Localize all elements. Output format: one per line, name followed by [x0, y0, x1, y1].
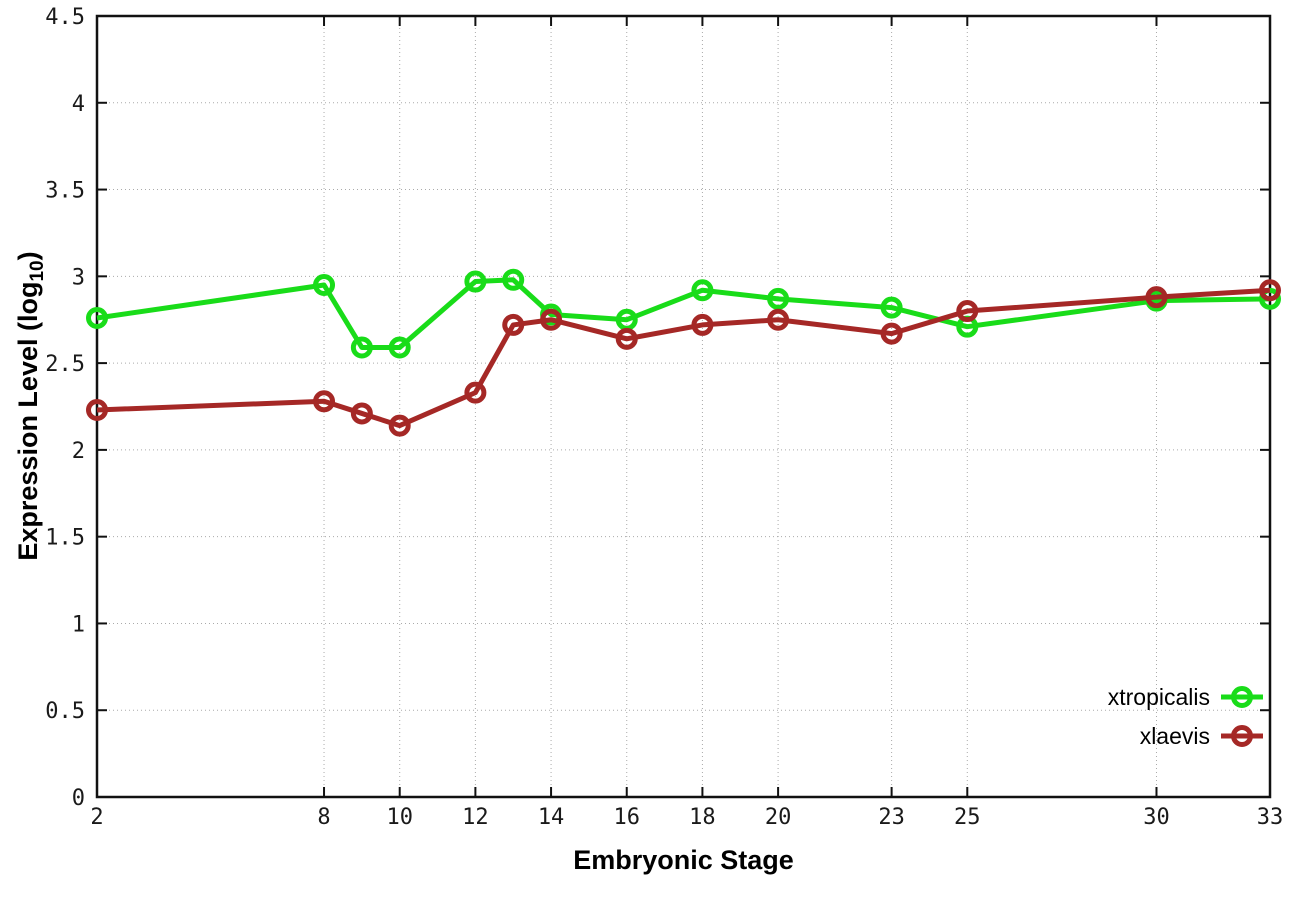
- x-tick-label: 2: [90, 805, 103, 830]
- y-tick-label: 2.5: [45, 352, 85, 377]
- y-axis-title-close: ): [13, 251, 43, 261]
- series-marker-xlaevis: [86, 398, 108, 421]
- x-tick-label: 30: [1143, 805, 1170, 830]
- legend-marker-xlaevis: [1231, 725, 1253, 747]
- y-axis-title-text: Expression Level (log: [13, 281, 43, 561]
- series-marker-xlaevis: [388, 414, 411, 437]
- series-marker-xlaevis: [350, 402, 373, 425]
- x-axis-title: Embryonic Stage: [573, 845, 794, 875]
- series-marker-xtropicalis: [767, 287, 790, 310]
- y-tick-label: 3: [72, 265, 85, 290]
- y-axis-title: Expression Level (log10): [8, 156, 48, 656]
- series-marker-xtropicalis: [313, 274, 336, 297]
- series-marker-xtropicalis: [388, 336, 411, 359]
- x-tick-label: 23: [878, 805, 905, 830]
- series-marker-xlaevis: [502, 313, 525, 336]
- plot-border: [95, 14, 1272, 799]
- y-tick-label: 2: [72, 439, 85, 464]
- x-tick-label: 16: [613, 805, 640, 830]
- series-marker-xlaevis: [1259, 279, 1281, 302]
- x-tick-label: 8: [317, 805, 330, 830]
- series-marker-xlaevis: [880, 322, 903, 345]
- y-tick-label: 3.5: [45, 179, 85, 204]
- x-tick-label: 12: [462, 805, 489, 830]
- x-tick-label: 25: [954, 805, 981, 830]
- x-tick-label: 14: [538, 805, 565, 830]
- x-tick-label: 18: [689, 805, 716, 830]
- series-marker-xlaevis: [1145, 286, 1168, 309]
- legend-marker-xtropicalis: [1231, 686, 1253, 708]
- series-marker-xlaevis: [313, 390, 336, 413]
- series-marker-xtropicalis: [502, 268, 525, 291]
- series-marker-xtropicalis: [691, 279, 714, 302]
- y-tick-label: 0: [72, 786, 85, 811]
- series-marker-xlaevis: [691, 313, 714, 336]
- y-tick-label: 1.5: [45, 526, 85, 551]
- series-marker-xlaevis: [767, 308, 790, 331]
- series-marker-xtropicalis: [86, 306, 108, 329]
- y-tick-label: 4: [72, 92, 85, 117]
- x-tick-label: 33: [1257, 805, 1284, 830]
- series-marker-xlaevis: [540, 308, 563, 331]
- series-marker-xlaevis: [615, 327, 638, 350]
- series-line-xtropicalis: [96, 277, 1271, 350]
- series-marker-xtropicalis: [464, 270, 487, 293]
- series-marker-xlaevis: [956, 300, 979, 323]
- legend-label-xtropicalis: xtropicalis: [1108, 684, 1210, 710]
- x-tick-label: 20: [765, 805, 792, 830]
- y-tick-label: 1: [72, 612, 85, 637]
- y-tick-label: 0.5: [45, 699, 85, 724]
- y-tick-label: 4.5: [45, 5, 85, 30]
- series-marker-xtropicalis: [880, 296, 903, 319]
- series-marker-xlaevis: [464, 381, 487, 404]
- series-marker-xtropicalis: [350, 336, 373, 359]
- x-tick-label: 10: [386, 805, 413, 830]
- legend-label-xlaevis: xlaevis: [1140, 723, 1210, 749]
- y-axis-title-subscript: 10: [27, 260, 48, 282]
